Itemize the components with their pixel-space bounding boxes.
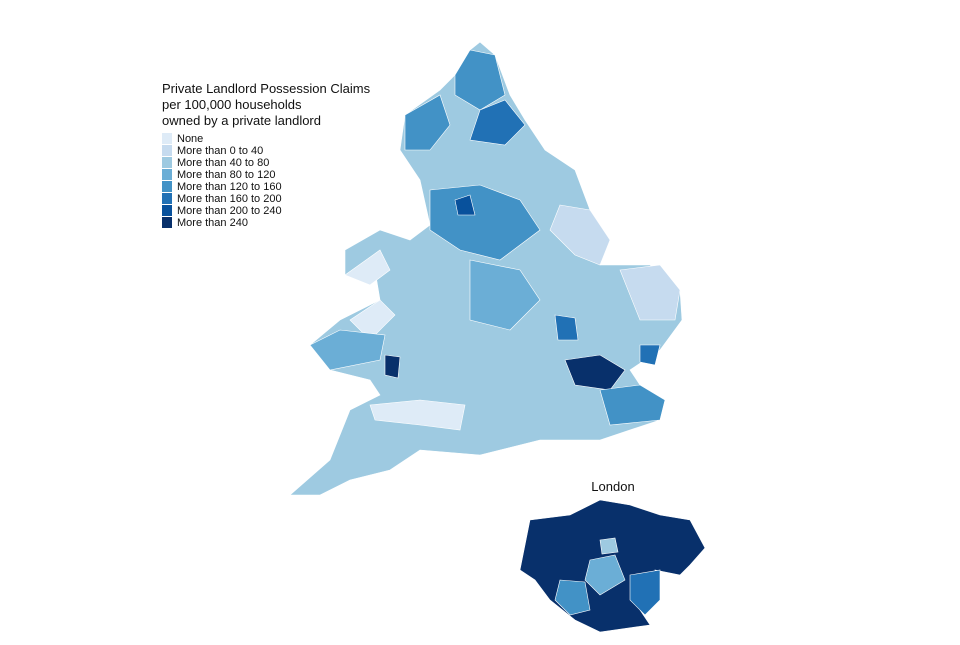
legend-swatch — [162, 133, 172, 144]
legend-title: owned by a private landlord — [162, 113, 321, 128]
region — [554, 314, 579, 341]
region — [554, 579, 591, 616]
legend-swatch — [162, 217, 172, 228]
region — [309, 329, 386, 371]
legend-label: More than 0 to 40 — [177, 145, 263, 157]
region — [639, 344, 661, 366]
region — [629, 569, 661, 616]
legend-label: None — [177, 133, 203, 145]
legend-label: More than 200 to 240 — [177, 205, 282, 217]
legend-swatch — [162, 193, 172, 204]
region — [404, 94, 451, 151]
region — [469, 99, 526, 146]
legend-label: More than 120 to 160 — [177, 181, 282, 193]
region — [619, 264, 681, 321]
region — [549, 204, 611, 266]
inset-title: London — [591, 479, 634, 494]
legend-swatch — [162, 169, 172, 180]
region — [564, 354, 626, 391]
region — [369, 399, 466, 431]
region — [584, 554, 626, 596]
legend-title: per 100,000 households — [162, 97, 302, 112]
region — [469, 259, 541, 331]
legend-swatch — [162, 157, 172, 168]
legend-swatch — [162, 205, 172, 216]
legend-swatch — [162, 145, 172, 156]
legend-label: More than 160 to 200 — [177, 193, 282, 205]
england-wales-map — [289, 41, 683, 496]
region — [384, 354, 401, 379]
legend-label: More than 80 to 120 — [177, 169, 275, 181]
region — [344, 249, 391, 286]
london-map — [519, 499, 706, 633]
legend-title: Private Landlord Possession Claims — [162, 81, 371, 96]
region — [599, 537, 619, 555]
legend-label: More than 240 — [177, 217, 248, 229]
legend-label: More than 40 to 80 — [177, 157, 269, 169]
legend-swatch — [162, 181, 172, 192]
region — [454, 194, 476, 216]
region — [599, 384, 666, 426]
